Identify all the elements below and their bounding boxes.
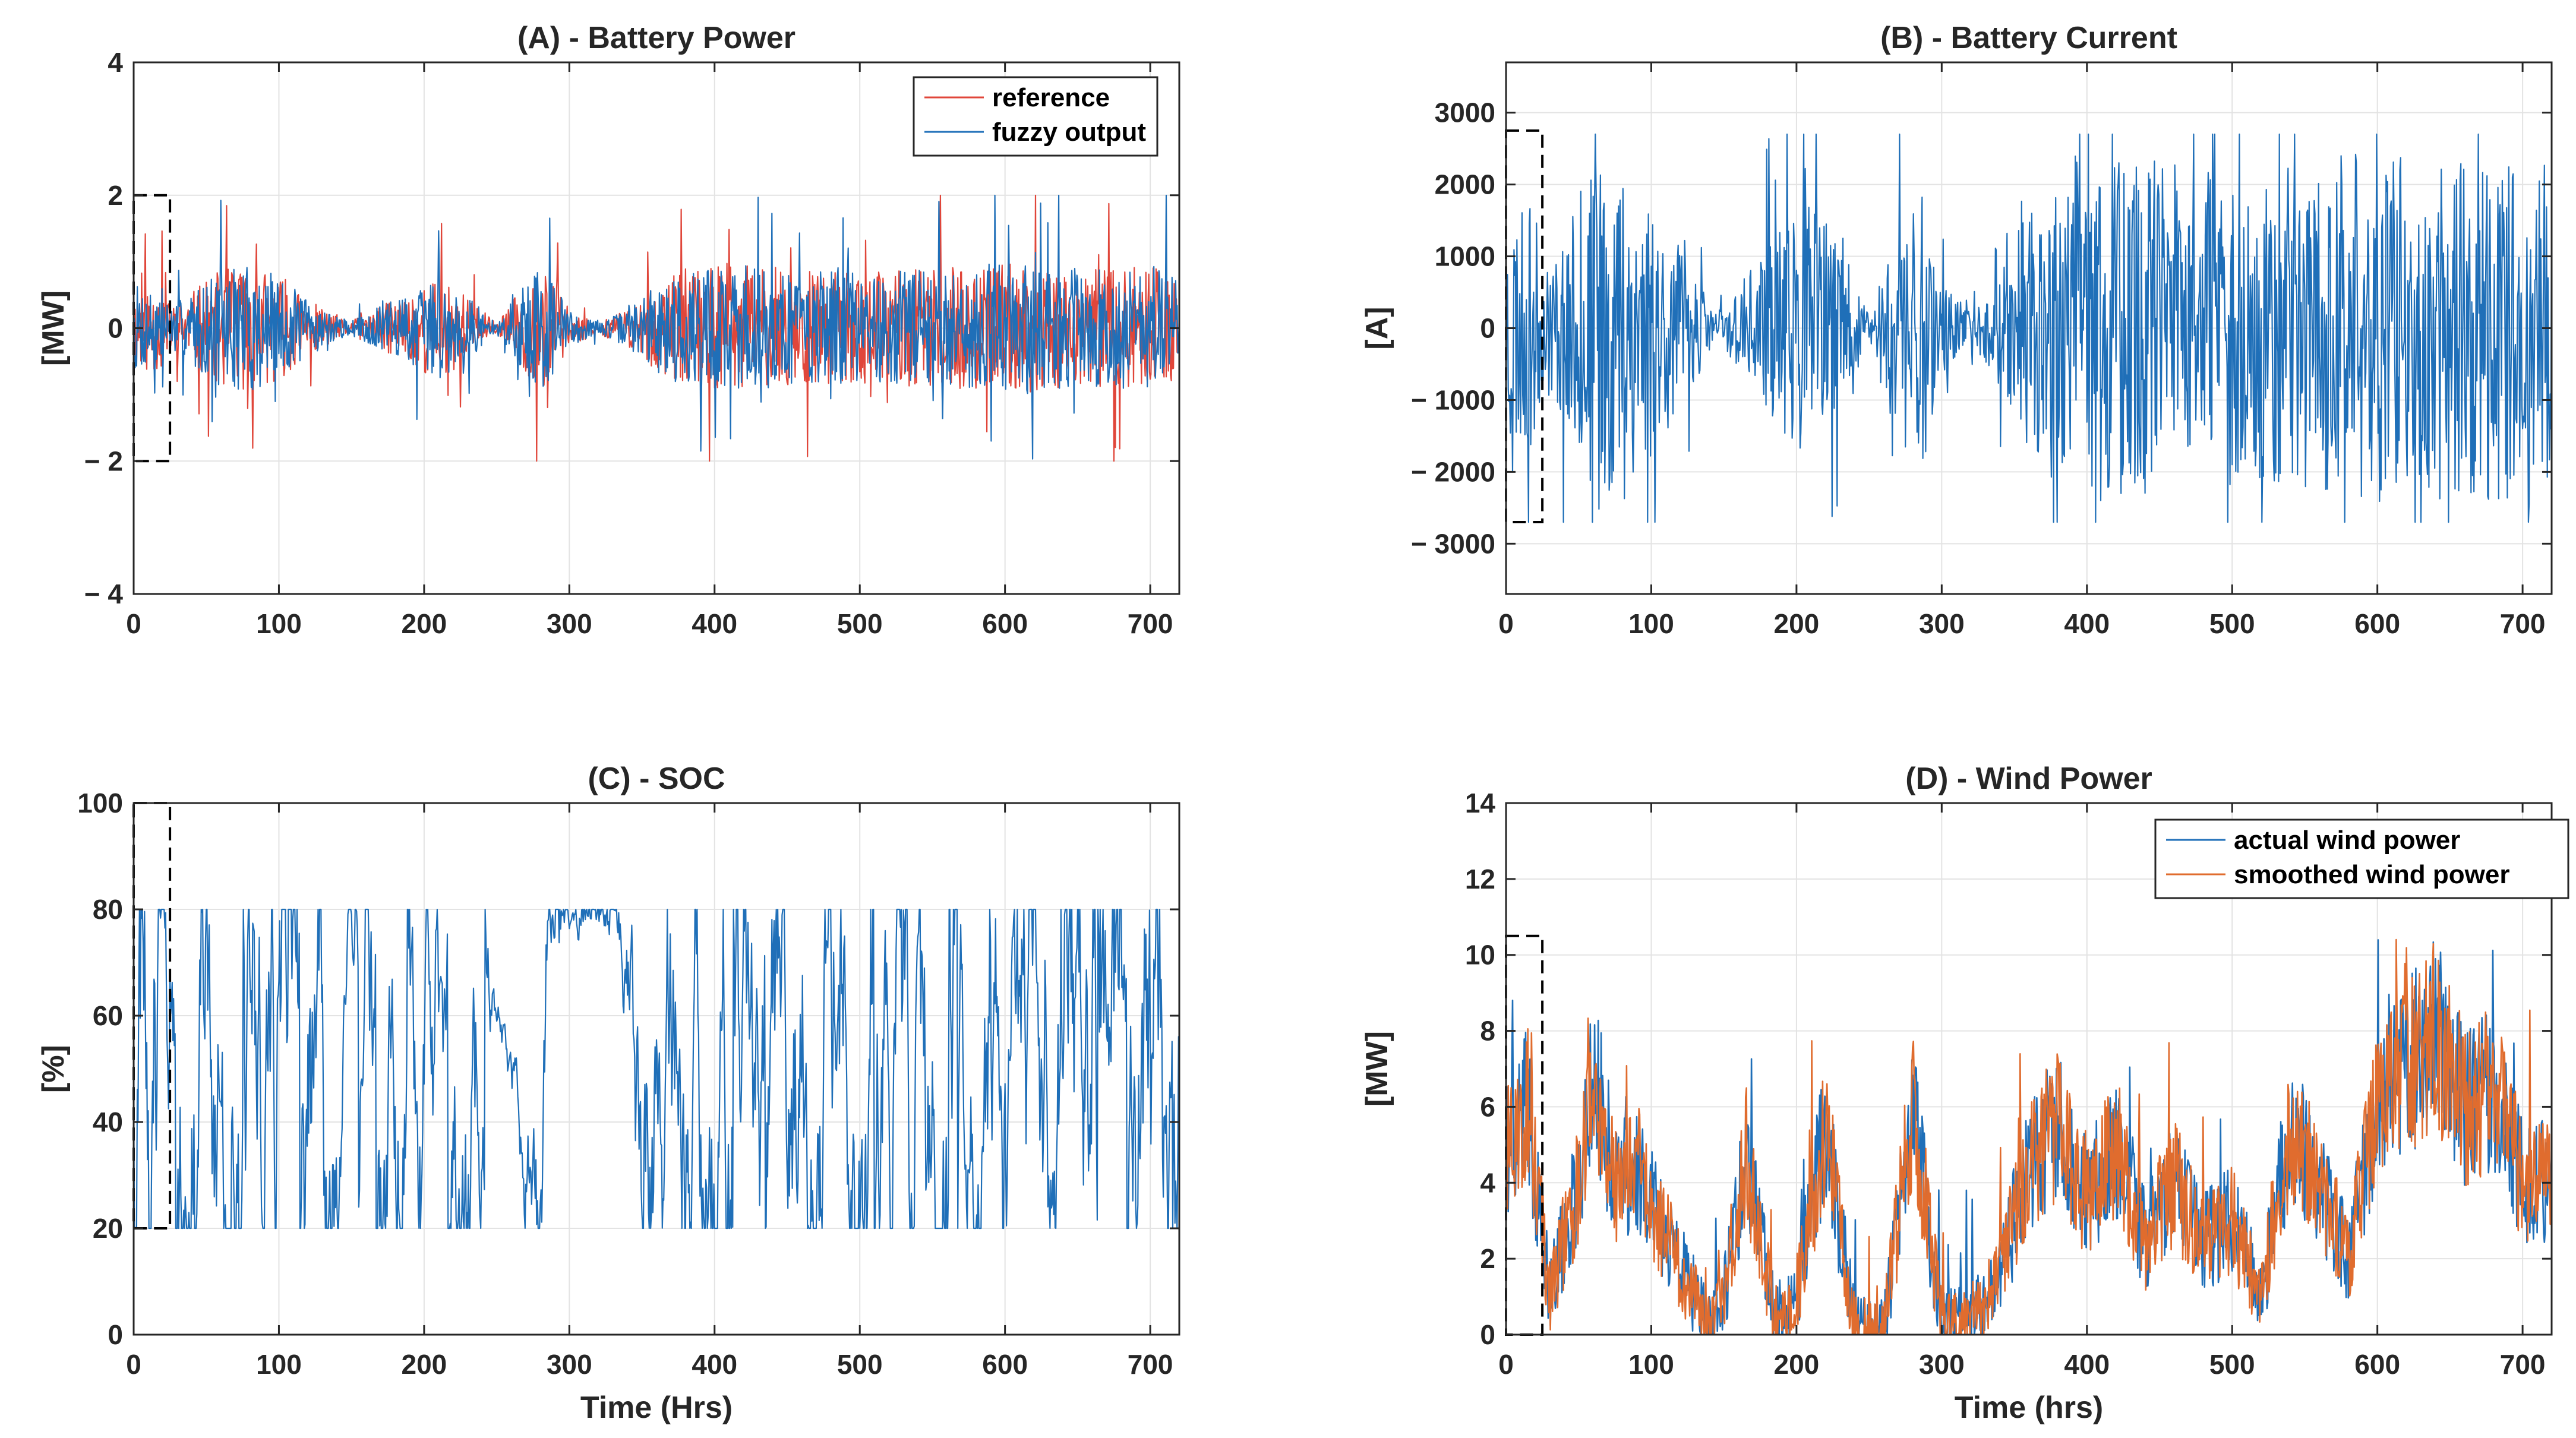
y-tick-label: 10 bbox=[1465, 940, 1495, 971]
x-axis-label: Time (Hrs) bbox=[580, 1390, 733, 1425]
legend-label: fuzzy output bbox=[992, 118, 1146, 147]
legend-label: smoothed wind power bbox=[2234, 860, 2509, 889]
x-tick-label: 0 bbox=[126, 608, 141, 639]
x-tick-label: 700 bbox=[1128, 1349, 1173, 1380]
y-axis-label: [MW] bbox=[36, 290, 71, 366]
x-axis-label: Time (hrs) bbox=[1955, 1390, 2103, 1425]
y-tick-label: 6 bbox=[1480, 1091, 1495, 1122]
legend-box bbox=[913, 76, 1158, 157]
y-tick-label: 0 bbox=[108, 313, 123, 344]
series-line-actual-wind-power bbox=[1506, 939, 2552, 1335]
chart-panel-1: 0 100 200 300 400 500 600 700 − 3000 − 2000 − 1000… bbox=[1360, 21, 2553, 639]
legend: reference fuzzy output bbox=[913, 76, 1158, 157]
y-tick-label: 80 bbox=[93, 894, 123, 925]
chart-title: (B) - Battery Current bbox=[1880, 21, 2177, 55]
chart-panel-2: 0 100 200 300 400 500 600 700 0 20 40 60 80 100 (C) - … bbox=[36, 761, 1180, 1425]
x-tick-label: 100 bbox=[256, 608, 302, 639]
y-tick-label: 0 bbox=[1480, 313, 1495, 344]
chart-title: (D) - Wind Power bbox=[1905, 761, 2152, 796]
chart-panel-0: 0 100 200 300 400 500 600 700 − 4 − 2 0 2 4 (A) - Bat… bbox=[36, 21, 1180, 639]
x-tick-label: 700 bbox=[2500, 1349, 2546, 1380]
y-tick-label: 40 bbox=[93, 1107, 123, 1137]
y-axis-label: [A] bbox=[1360, 306, 1394, 349]
y-tick-label: 3000 bbox=[1435, 97, 1495, 128]
y-tick-label: 2 bbox=[108, 180, 123, 211]
y-tick-label: − 4 bbox=[84, 579, 124, 609]
x-tick-label: 700 bbox=[1128, 608, 1173, 639]
x-tick-label: 300 bbox=[1919, 608, 1965, 639]
series-line-soc bbox=[134, 908, 1179, 1230]
x-tick-label: 700 bbox=[2500, 608, 2546, 639]
x-tick-label: 200 bbox=[402, 608, 447, 639]
chart-panel-3: 0 100 200 300 400 500 600 700 0 2 4 6 8 10 12 14 (D) - W… bbox=[1360, 761, 2569, 1425]
legend-label: actual wind power bbox=[2234, 826, 2460, 855]
series-line-fuzzy-output bbox=[134, 194, 1179, 460]
x-tick-label: 0 bbox=[1498, 1349, 1514, 1380]
chart-title: (C) - SOC bbox=[588, 761, 725, 796]
y-tick-label: 0 bbox=[108, 1319, 123, 1350]
x-tick-label: 100 bbox=[1628, 1349, 1674, 1380]
x-tick-label: 400 bbox=[2064, 1349, 2110, 1380]
y-tick-label: 4 bbox=[108, 47, 123, 78]
legend-label: reference bbox=[992, 83, 1110, 112]
x-tick-label: 600 bbox=[2354, 1349, 2400, 1380]
series-line-smoothed-wind-power bbox=[1506, 938, 2552, 1335]
x-tick-label: 0 bbox=[1498, 608, 1514, 639]
x-tick-label: 0 bbox=[126, 1349, 141, 1380]
x-tick-label: 200 bbox=[1774, 608, 1820, 639]
legend: actual wind power smoothed wind power bbox=[2154, 818, 2569, 899]
y-tick-label: 0 bbox=[1480, 1319, 1495, 1350]
x-tick-label: 200 bbox=[1774, 1349, 1820, 1380]
x-tick-label: 100 bbox=[256, 1349, 302, 1380]
y-tick-label: 2 bbox=[1480, 1243, 1495, 1274]
x-tick-label: 600 bbox=[2354, 608, 2400, 639]
y-tick-label: 100 bbox=[77, 788, 123, 818]
axes-frame bbox=[1505, 802, 2553, 1336]
x-tick-label: 600 bbox=[982, 608, 1028, 639]
y-tick-label: − 2 bbox=[84, 445, 123, 476]
chart-title: (A) - Battery Power bbox=[517, 21, 795, 55]
y-axis-label: [MW] bbox=[1360, 1031, 1394, 1107]
x-tick-label: 400 bbox=[692, 1349, 737, 1380]
y-tick-label: 60 bbox=[93, 1000, 123, 1031]
y-tick-label: 20 bbox=[93, 1213, 123, 1244]
y-tick-label: 4 bbox=[1480, 1167, 1495, 1198]
y-tick-label: − 1000 bbox=[1411, 384, 1495, 415]
y-tick-label: − 2000 bbox=[1411, 456, 1495, 487]
y-tick-label: − 3000 bbox=[1411, 528, 1495, 559]
x-tick-label: 100 bbox=[1628, 608, 1674, 639]
y-tick-label: 12 bbox=[1465, 864, 1495, 895]
x-tick-label: 600 bbox=[982, 1349, 1028, 1380]
legend-box bbox=[2154, 818, 2569, 899]
x-tick-label: 500 bbox=[837, 1349, 883, 1380]
x-tick-label: 300 bbox=[547, 608, 592, 639]
series-line-battery-current bbox=[1506, 133, 2552, 523]
y-tick-label: 2000 bbox=[1435, 169, 1495, 200]
y-tick-label: 1000 bbox=[1435, 241, 1495, 272]
x-tick-label: 500 bbox=[837, 608, 883, 639]
x-tick-label: 400 bbox=[692, 608, 737, 639]
x-tick-label: 300 bbox=[547, 1349, 592, 1380]
dashed-highlight-box bbox=[1505, 129, 1544, 524]
x-tick-label: 200 bbox=[402, 1349, 447, 1380]
x-tick-label: 500 bbox=[2209, 1349, 2255, 1380]
x-tick-label: 400 bbox=[2064, 608, 2110, 639]
y-axis-label: [%] bbox=[36, 1045, 71, 1093]
y-tick-label: 8 bbox=[1480, 1016, 1495, 1047]
axes-frame bbox=[132, 802, 1180, 1336]
x-tick-label: 300 bbox=[1919, 1349, 1965, 1380]
y-tick-label: 14 bbox=[1465, 788, 1496, 818]
x-tick-label: 500 bbox=[2209, 608, 2255, 639]
